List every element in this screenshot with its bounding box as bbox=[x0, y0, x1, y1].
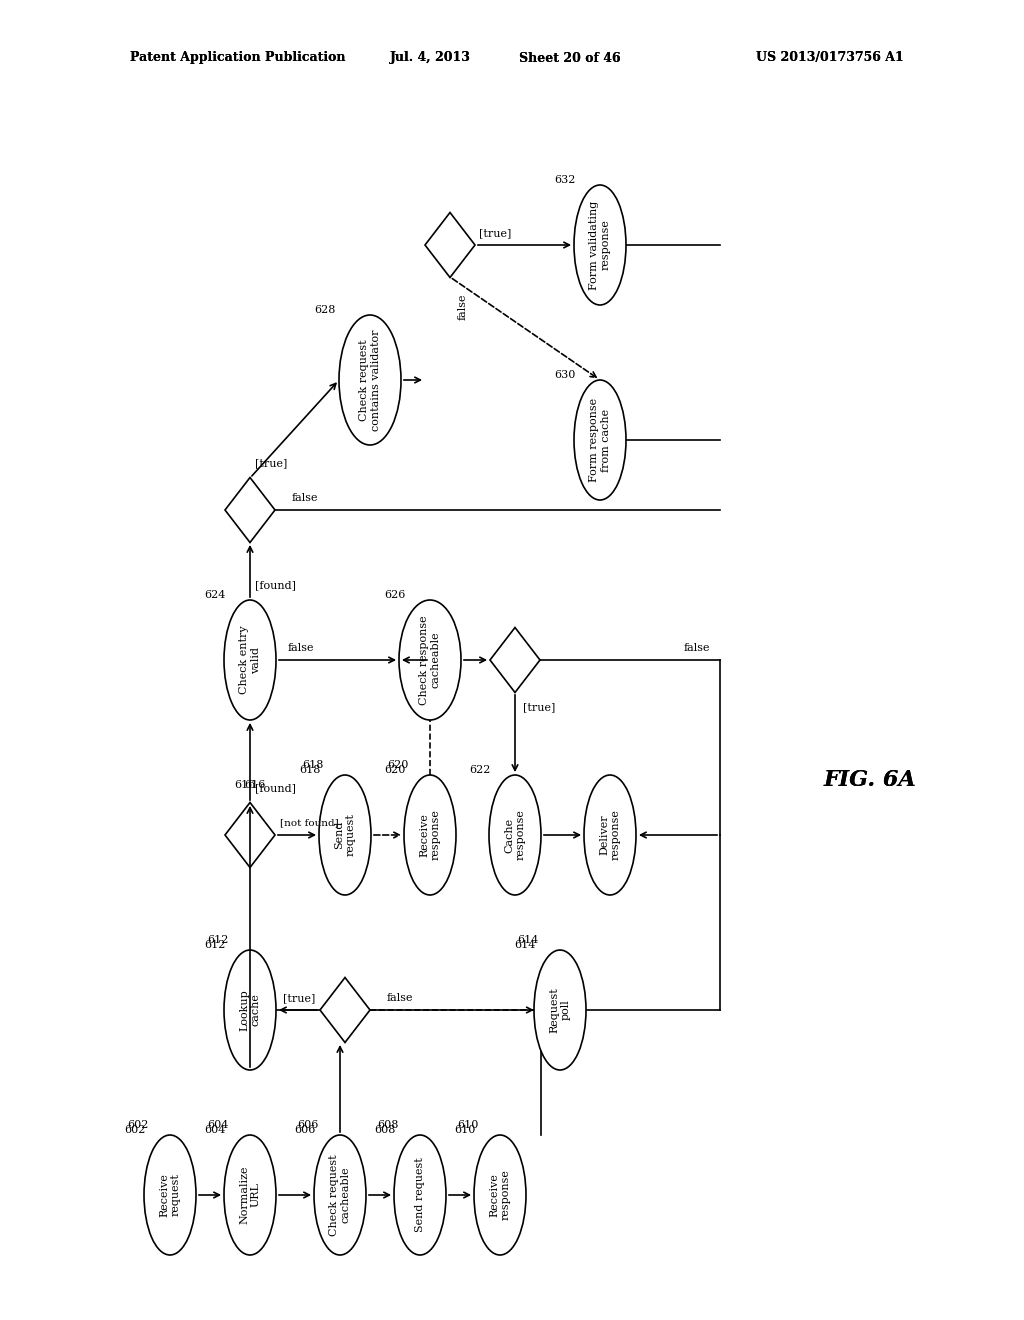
Ellipse shape bbox=[489, 775, 541, 895]
Text: 630: 630 bbox=[554, 370, 575, 380]
Polygon shape bbox=[225, 478, 275, 543]
Text: 620: 620 bbox=[384, 766, 406, 775]
Text: FIG. 6A: FIG. 6A bbox=[823, 770, 916, 791]
Text: 610: 610 bbox=[455, 1125, 476, 1135]
Text: 620: 620 bbox=[387, 760, 409, 770]
Text: 612: 612 bbox=[205, 940, 225, 950]
Ellipse shape bbox=[574, 380, 626, 500]
Text: Form response
from cache: Form response from cache bbox=[589, 397, 610, 482]
Ellipse shape bbox=[224, 1135, 276, 1255]
Text: Sheet 20 of 46: Sheet 20 of 46 bbox=[519, 51, 621, 65]
Text: false: false bbox=[387, 993, 414, 1003]
Text: Receive
response: Receive response bbox=[419, 809, 440, 861]
Text: Check request
contains validator: Check request contains validator bbox=[359, 329, 381, 430]
Polygon shape bbox=[319, 978, 370, 1043]
Text: 616: 616 bbox=[245, 780, 265, 789]
Polygon shape bbox=[490, 627, 540, 693]
Text: Cache
response: Cache response bbox=[504, 809, 525, 861]
Text: 606: 606 bbox=[297, 1119, 318, 1130]
Text: 608: 608 bbox=[375, 1125, 395, 1135]
Text: Form validating
response: Form validating response bbox=[589, 201, 610, 289]
Text: Send
request: Send request bbox=[334, 813, 355, 857]
Text: 602: 602 bbox=[124, 1125, 145, 1135]
Ellipse shape bbox=[534, 950, 586, 1071]
Text: Check response
cacheable: Check response cacheable bbox=[419, 615, 440, 705]
Text: 622: 622 bbox=[469, 766, 490, 775]
Text: [not found]: [not found] bbox=[280, 818, 339, 828]
Text: Request
poll: Request poll bbox=[549, 987, 570, 1032]
Text: 618: 618 bbox=[299, 766, 321, 775]
Ellipse shape bbox=[474, 1135, 526, 1255]
Ellipse shape bbox=[404, 775, 456, 895]
Text: false: false bbox=[288, 643, 314, 653]
Text: 614: 614 bbox=[514, 940, 536, 950]
Polygon shape bbox=[425, 213, 475, 277]
Text: US 2013/0173756 A1: US 2013/0173756 A1 bbox=[756, 51, 904, 65]
Text: [true]: [true] bbox=[523, 702, 555, 711]
Text: 632: 632 bbox=[554, 176, 575, 185]
Text: 610: 610 bbox=[458, 1119, 478, 1130]
Text: false: false bbox=[292, 492, 318, 503]
Text: Patent Application Publication: Patent Application Publication bbox=[130, 51, 345, 65]
Ellipse shape bbox=[394, 1135, 446, 1255]
Text: 608: 608 bbox=[377, 1119, 398, 1130]
Text: Receive
response: Receive response bbox=[489, 1170, 511, 1221]
Text: 602: 602 bbox=[127, 1119, 148, 1130]
Text: [true]: [true] bbox=[479, 228, 511, 238]
Ellipse shape bbox=[314, 1135, 366, 1255]
Ellipse shape bbox=[584, 775, 636, 895]
Ellipse shape bbox=[224, 601, 276, 719]
Ellipse shape bbox=[399, 601, 461, 719]
Text: 626: 626 bbox=[384, 590, 406, 601]
Text: Lookup
cache: Lookup cache bbox=[240, 989, 261, 1031]
Text: Deliver
response: Deliver response bbox=[599, 809, 621, 861]
Ellipse shape bbox=[319, 775, 371, 895]
Text: Send request: Send request bbox=[415, 1158, 425, 1233]
Text: Sheet 20 of 46: Sheet 20 of 46 bbox=[519, 51, 621, 65]
Text: 616: 616 bbox=[234, 780, 256, 789]
Ellipse shape bbox=[339, 315, 401, 445]
Text: [true]: [true] bbox=[255, 458, 288, 469]
Text: 628: 628 bbox=[314, 305, 336, 315]
Text: 624: 624 bbox=[205, 590, 225, 601]
Text: Receive
request: Receive request bbox=[159, 1173, 181, 1217]
Ellipse shape bbox=[574, 185, 626, 305]
Text: FIG. 6A: FIG. 6A bbox=[823, 770, 916, 791]
Text: 604: 604 bbox=[205, 1125, 225, 1135]
Text: Jul. 4, 2013: Jul. 4, 2013 bbox=[389, 51, 470, 65]
Ellipse shape bbox=[144, 1135, 196, 1255]
Text: Normalize
URL: Normalize URL bbox=[240, 1166, 261, 1224]
Text: 606: 606 bbox=[294, 1125, 315, 1135]
Text: false: false bbox=[458, 294, 468, 321]
Text: [true]: [true] bbox=[283, 993, 315, 1003]
Text: US 2013/0173756 A1: US 2013/0173756 A1 bbox=[756, 51, 904, 65]
Text: Patent Application Publication: Patent Application Publication bbox=[130, 51, 345, 65]
Text: Check entry
valid: Check entry valid bbox=[240, 626, 261, 694]
Text: false: false bbox=[683, 643, 710, 653]
Text: Jul. 4, 2013: Jul. 4, 2013 bbox=[389, 51, 470, 65]
Text: 612: 612 bbox=[207, 935, 228, 945]
Text: [found]: [found] bbox=[255, 783, 296, 793]
Text: [found]: [found] bbox=[255, 579, 296, 590]
Text: 614: 614 bbox=[517, 935, 539, 945]
Text: Check request
cacheable: Check request cacheable bbox=[329, 1154, 351, 1236]
Text: 604: 604 bbox=[207, 1119, 228, 1130]
Polygon shape bbox=[225, 803, 275, 867]
Text: 618: 618 bbox=[302, 760, 324, 770]
Ellipse shape bbox=[224, 950, 276, 1071]
